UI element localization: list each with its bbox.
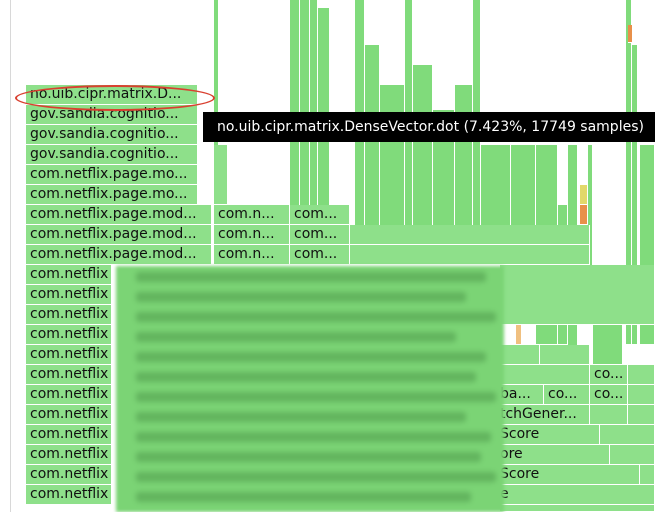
stack-frame[interactable]: com.netflix bbox=[26, 325, 112, 345]
hot-frame[interactable] bbox=[580, 185, 588, 205]
stack-frame[interactable] bbox=[214, 145, 228, 205]
stack-frame[interactable] bbox=[500, 505, 655, 512]
stack-frame[interactable]: com.netflix.page.mod... bbox=[26, 225, 212, 245]
hot-frame[interactable] bbox=[516, 325, 522, 345]
stack-frame[interactable]: com.n... bbox=[214, 245, 290, 265]
stack-frame[interactable] bbox=[500, 265, 655, 325]
stack-frame[interactable] bbox=[540, 345, 590, 365]
stack-frame[interactable]: com... bbox=[290, 245, 350, 265]
stack-frame[interactable]: com.netflix bbox=[26, 285, 112, 305]
stack-frame[interactable]: com... bbox=[290, 205, 350, 225]
hot-frame[interactable] bbox=[628, 25, 633, 43]
stack-frame[interactable]: co... bbox=[544, 385, 590, 405]
stack-frame[interactable]: Score bbox=[500, 465, 640, 485]
stack-frame[interactable]: com.netflix.page.mo... bbox=[26, 165, 198, 185]
stack-frame[interactable] bbox=[350, 225, 590, 245]
stack-frame[interactable] bbox=[628, 385, 655, 405]
stack-frame[interactable]: com.netflix bbox=[26, 265, 112, 285]
stack-frame[interactable]: com.netflix bbox=[26, 365, 112, 385]
stack-frame[interactable]: ore bbox=[500, 445, 610, 465]
frame-tooltip: no.uib.cipr.matrix.DenseVector.dot (7.42… bbox=[203, 112, 655, 142]
blurred-region bbox=[116, 266, 504, 512]
stack-frame[interactable]: com.n... bbox=[214, 205, 290, 225]
stack-frame[interactable]: com.netflix.page.mo... bbox=[26, 185, 198, 205]
stack-frame[interactable]: tchGener... bbox=[500, 405, 590, 425]
stack-frame[interactable]: co... bbox=[590, 365, 628, 385]
stack-frame[interactable]: com.netflix.page.mod... bbox=[26, 205, 212, 225]
stack-frame[interactable]: com.netflix bbox=[26, 445, 112, 465]
stack-frame[interactable] bbox=[632, 45, 638, 345]
stack-frame[interactable]: gov.sandia.cognitio... bbox=[26, 145, 198, 165]
stack-frame[interactable] bbox=[500, 345, 540, 365]
stack-frame[interactable]: com... bbox=[290, 225, 350, 245]
stack-frame[interactable] bbox=[593, 325, 623, 365]
stack-frame[interactable] bbox=[626, 0, 632, 345]
stack-frame[interactable] bbox=[350, 245, 590, 265]
stack-frame[interactable]: com.netflix.page.mod... bbox=[26, 245, 212, 265]
stack-frame[interactable] bbox=[610, 445, 655, 465]
stack-frame[interactable]: com.netflix bbox=[26, 385, 112, 405]
stack-frame[interactable] bbox=[500, 365, 590, 385]
stack-frame[interactable] bbox=[628, 365, 655, 385]
stack-frame[interactable]: com.n... bbox=[214, 225, 290, 245]
stack-frame[interactable] bbox=[628, 405, 655, 425]
stack-frame[interactable]: ba... bbox=[500, 385, 544, 405]
graph-border bbox=[10, 0, 11, 512]
stack-frame[interactable]: com.netflix bbox=[26, 465, 112, 485]
stack-frame[interactable]: co... bbox=[590, 385, 628, 405]
stack-frame[interactable]: e bbox=[500, 485, 655, 505]
stack-frame[interactable]: com.netflix bbox=[26, 345, 112, 365]
stack-frame[interactable] bbox=[600, 425, 655, 445]
highlight-circle bbox=[15, 85, 215, 111]
stack-frame[interactable]: Score bbox=[500, 425, 600, 445]
stack-frame[interactable]: com.netflix bbox=[26, 425, 112, 445]
stack-frame[interactable]: com.netflix bbox=[26, 305, 112, 325]
stack-frame[interactable]: com.netflix bbox=[26, 405, 112, 425]
stack-frame[interactable]: gov.sandia.cognitio... bbox=[26, 125, 198, 145]
stack-frame[interactable] bbox=[640, 465, 655, 485]
stack-frame[interactable]: com.netflix bbox=[26, 485, 112, 505]
hot-frame[interactable] bbox=[580, 205, 588, 225]
stack-frame[interactable] bbox=[590, 405, 628, 425]
